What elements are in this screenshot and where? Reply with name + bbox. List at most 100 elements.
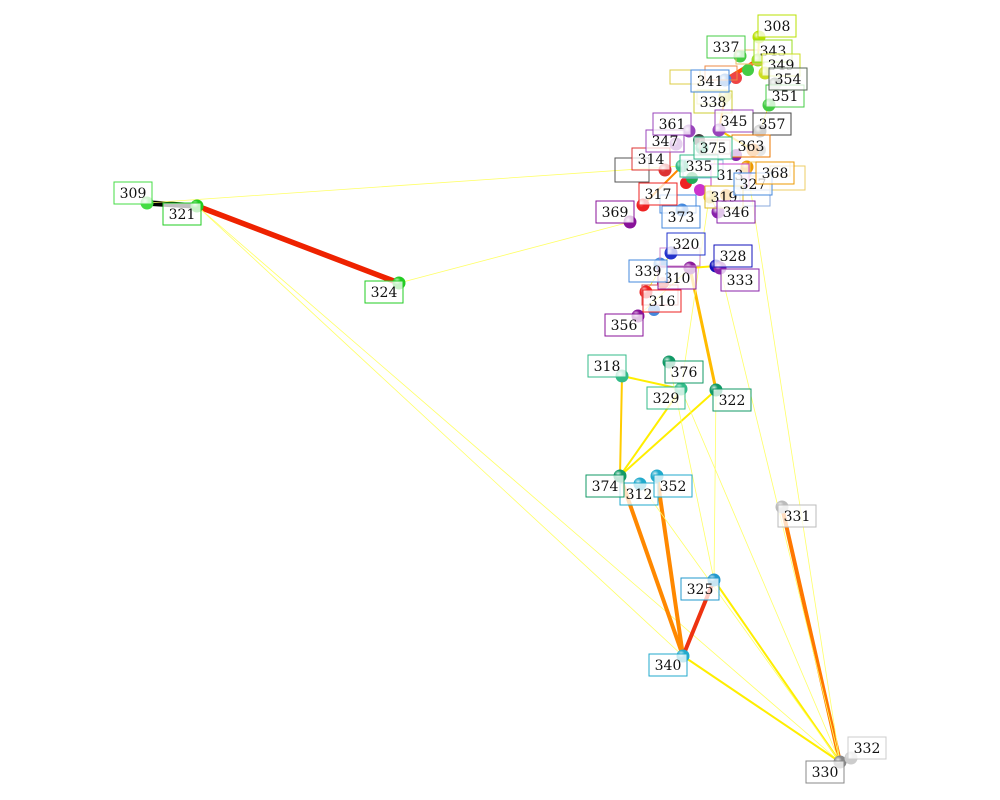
edges-layer [144, 36, 842, 764]
node-label-text-312: 312 [626, 487, 653, 503]
node-label-text-346: 346 [723, 205, 750, 221]
node-label-box-333 [720, 268, 760, 292]
node-label-text-337: 337 [713, 40, 740, 56]
node-label-316: 316 [642, 289, 682, 313]
node-label-321: 321 [162, 202, 202, 226]
edge-321-324 [194, 203, 402, 286]
edge-340-330 [682, 655, 841, 763]
node-label-box-361 [652, 112, 692, 136]
node-label-328: 328 [713, 244, 753, 268]
node-label-352: 352 [653, 474, 693, 498]
node-label-box-374 [585, 474, 625, 498]
node-label-375: 375 [693, 136, 733, 160]
edge-321-330 [196, 205, 841, 763]
node-label-text-368: 368 [762, 166, 789, 182]
node-label-text-328: 328 [720, 249, 747, 265]
node-label-text-373: 373 [668, 210, 695, 226]
node-label-322: 322 [712, 388, 752, 412]
edge-374-340 [618, 474, 685, 658]
node-label-box-373 [661, 205, 701, 229]
edge-322-325 [713, 389, 717, 581]
node-label-330: 330 [805, 760, 845, 784]
node-label-box-316 [642, 289, 682, 313]
edge-374-322 [619, 389, 717, 477]
edge-329-330 [680, 388, 841, 763]
node-label-text-335: 335 [686, 159, 713, 175]
node-label-text-347: 347 [652, 134, 679, 150]
node-label-text-376: 376 [671, 365, 698, 381]
node-label-box-357 [752, 112, 792, 136]
node-label-314: 314 [631, 147, 671, 171]
node-label-333: 333 [720, 268, 760, 292]
node-label-box-375 [693, 136, 733, 160]
node-label-box-340 [648, 653, 688, 677]
node-label-box-309 [113, 181, 153, 205]
node-label-332: 332 [847, 736, 887, 760]
node-label-text-309: 309 [120, 186, 147, 202]
overlap-node-dot [742, 64, 754, 76]
edge-324-369 [398, 221, 631, 284]
node-label-369: 369 [595, 200, 635, 224]
node-label-text-324: 324 [371, 285, 398, 301]
node-label-text-375: 375 [700, 141, 727, 157]
node-label-368: 368 [755, 161, 795, 185]
node-label-box-318 [587, 354, 627, 378]
node-label-text-321: 321 [169, 207, 196, 223]
node-label-320: 320 [666, 232, 706, 256]
node-label-312: 312 [619, 482, 659, 506]
node-label-340: 340 [648, 653, 688, 677]
node-label-339: 339 [628, 259, 668, 283]
edge-368-330 [746, 166, 841, 763]
node-label-box-341 [690, 69, 730, 93]
node-label-box-321 [162, 202, 202, 226]
node-label-341: 341 [690, 69, 730, 93]
node-label-text-357: 357 [759, 117, 786, 133]
node-label-text-308: 308 [764, 19, 791, 35]
node-label-box-368 [755, 161, 795, 185]
node-label-357: 357 [752, 112, 792, 136]
node-label-308: 308 [757, 14, 797, 38]
node-label-box-317 [638, 182, 678, 206]
node-label-box-376 [664, 360, 704, 384]
node-label-box-330 [805, 760, 845, 784]
node-label-text-341: 341 [697, 74, 724, 90]
node-label-text-361: 361 [659, 117, 686, 133]
node-label-text-351: 351 [772, 89, 799, 105]
node-label-text-322: 322 [719, 393, 746, 409]
node-label-box-352 [653, 474, 693, 498]
node-label-text-332: 332 [854, 741, 881, 757]
node-label-331: 331 [777, 504, 817, 528]
edge-312-330 [639, 483, 841, 763]
node-label-text-331: 331 [784, 509, 811, 525]
node-label-354: 354 [768, 67, 808, 91]
edge-321-340 [196, 205, 684, 657]
node-label-box-346 [716, 200, 756, 224]
node-label-text-317: 317 [645, 187, 672, 203]
node-label-335: 335 [679, 154, 719, 178]
node-label-text-374: 374 [592, 479, 619, 495]
node-label-box-337 [706, 35, 746, 59]
edge-318-374 [619, 375, 623, 477]
node-label-text-345: 345 [721, 114, 748, 130]
node-label-box-356 [604, 313, 644, 337]
overlap-node-dot [694, 184, 706, 196]
node-label-337: 337 [706, 35, 746, 59]
edge-325-330 [713, 579, 841, 763]
node-label-text-325: 325 [687, 582, 714, 598]
node-label-text-310: 310 [664, 271, 691, 287]
node-label-373: 373 [661, 205, 701, 229]
node-label-363: 363 [731, 134, 771, 158]
node-label-box-339 [628, 259, 668, 283]
node-label-374: 374 [585, 474, 625, 498]
node-label-box-325 [680, 577, 720, 601]
edge-331-330 [780, 505, 842, 764]
node-label-box-320 [666, 232, 706, 256]
node-label-box-308 [757, 14, 797, 38]
node-label-text-356: 356 [611, 318, 638, 334]
edge-309-335 [146, 165, 683, 204]
node-label-text-369: 369 [602, 205, 629, 221]
labels-layer: 3083093103123133143163173183193203213223… [113, 14, 887, 784]
node-label-box-369 [595, 200, 635, 224]
node-label-324: 324 [364, 280, 404, 304]
